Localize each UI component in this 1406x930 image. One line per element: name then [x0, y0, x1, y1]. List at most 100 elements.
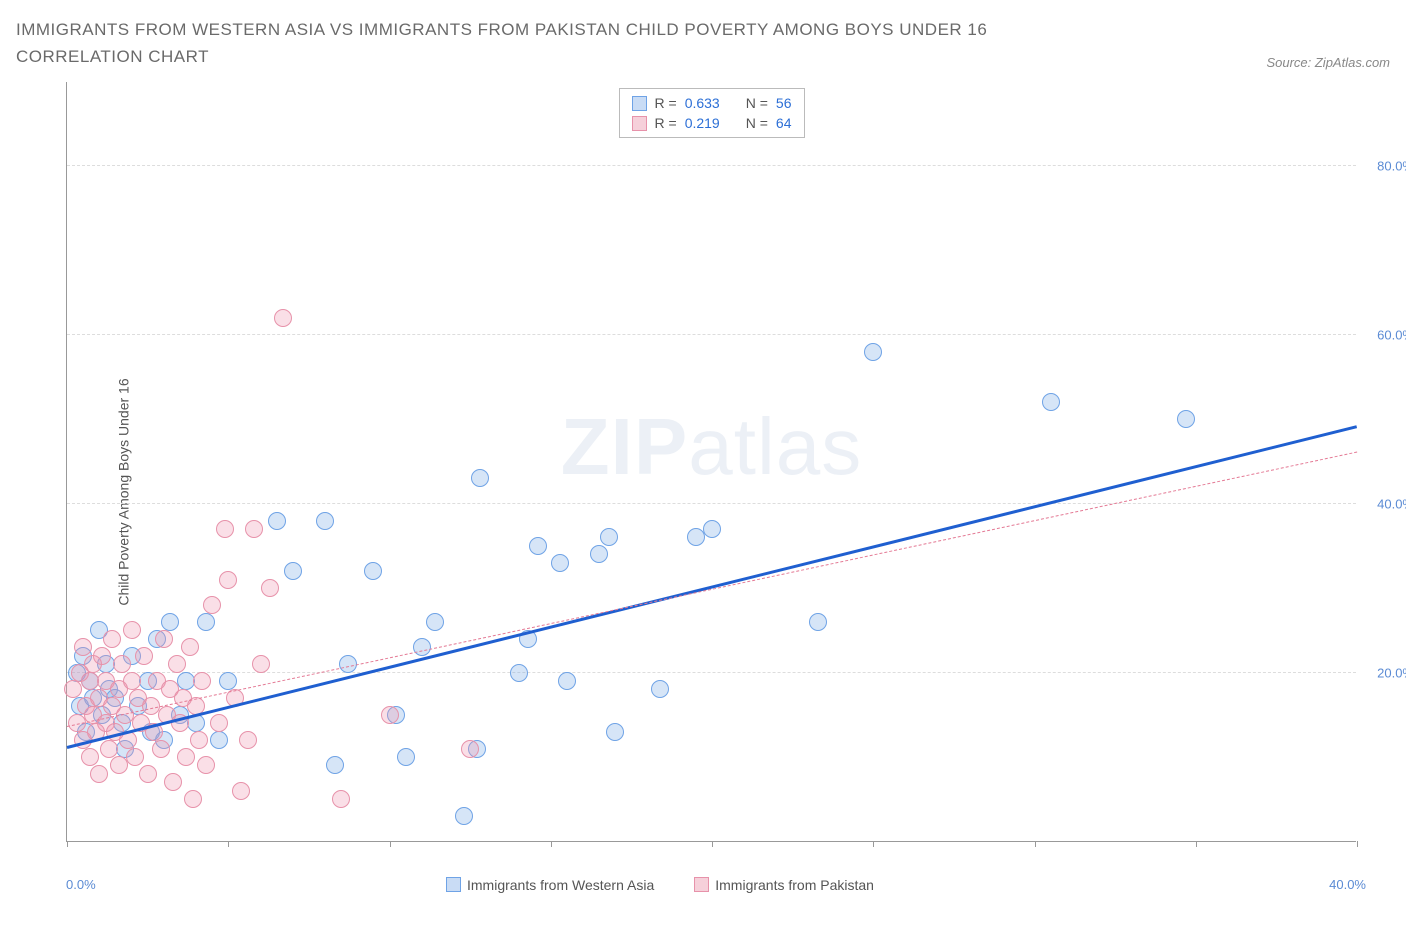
data-point [219, 672, 237, 690]
data-point [381, 706, 399, 724]
data-point [1042, 393, 1060, 411]
data-point [239, 731, 257, 749]
legend-label: Immigrants from Western Asia [467, 877, 654, 893]
data-point [210, 731, 228, 749]
data-point [529, 537, 547, 555]
x-tick [1357, 841, 1358, 847]
r-value: 0.219 [685, 115, 720, 131]
data-point [219, 571, 237, 589]
n-label: N = [746, 115, 768, 131]
data-point [510, 664, 528, 682]
data-point [123, 621, 141, 639]
legend-label: Immigrants from Pakistan [715, 877, 874, 893]
n-value: 64 [776, 115, 792, 131]
data-point [90, 765, 108, 783]
chart-container: Child Poverty Among Boys Under 16 ZIPatl… [16, 82, 1390, 902]
data-point [110, 756, 128, 774]
data-point [252, 655, 270, 673]
x-tick [67, 841, 68, 847]
data-point [197, 613, 215, 631]
data-point [139, 765, 157, 783]
data-point [113, 655, 131, 673]
r-value: 0.633 [685, 95, 720, 111]
data-point [590, 545, 608, 563]
data-point [210, 714, 228, 732]
data-point [168, 655, 186, 673]
data-point [81, 748, 99, 766]
data-point [155, 630, 173, 648]
x-tick [1035, 841, 1036, 847]
x-tick [390, 841, 391, 847]
chart-title: IMMIGRANTS FROM WESTERN ASIA VS IMMIGRAN… [16, 16, 1116, 70]
data-point [687, 528, 705, 546]
data-point [426, 613, 444, 631]
series-legend: Immigrants from Western Asia Immigrants … [446, 877, 874, 893]
legend-swatch-icon [446, 877, 461, 892]
gridline [67, 165, 1356, 166]
r-label: R = [655, 95, 677, 111]
plot-area: ZIPatlas R = 0.633 N = 56 R = 0.219 N = … [66, 82, 1356, 842]
legend-swatch-icon [632, 96, 647, 111]
correlation-legend-row: R = 0.219 N = 64 [632, 113, 792, 133]
y-tick-label: 80.0% [1377, 158, 1406, 173]
y-tick-label: 60.0% [1377, 327, 1406, 342]
x-axis-min-label: 0.0% [66, 877, 96, 892]
data-point [703, 520, 721, 538]
x-tick [873, 841, 874, 847]
x-tick [712, 841, 713, 847]
data-point [203, 596, 221, 614]
data-point [197, 756, 215, 774]
data-point [461, 740, 479, 758]
data-point [316, 512, 334, 530]
data-point [551, 554, 569, 572]
data-point [471, 469, 489, 487]
data-point [135, 647, 153, 665]
data-point [245, 520, 263, 538]
watermark-thin: atlas [688, 402, 862, 491]
data-point [126, 748, 144, 766]
data-point [232, 782, 250, 800]
legend-item: Immigrants from Pakistan [694, 877, 874, 893]
x-tick [1196, 841, 1197, 847]
data-point [413, 638, 431, 656]
data-point [600, 528, 618, 546]
data-point [268, 512, 286, 530]
data-point [332, 790, 350, 808]
legend-swatch-icon [632, 116, 647, 131]
data-point [326, 756, 344, 774]
data-point [455, 807, 473, 825]
data-point [64, 680, 82, 698]
correlation-legend-row: R = 0.633 N = 56 [632, 93, 792, 113]
watermark: ZIPatlas [561, 401, 862, 493]
x-tick [228, 841, 229, 847]
data-point [606, 723, 624, 741]
data-point [284, 562, 302, 580]
data-point [397, 748, 415, 766]
data-point [103, 630, 121, 648]
data-point [809, 613, 827, 631]
data-point [177, 748, 195, 766]
data-point [1177, 410, 1195, 428]
data-point [181, 638, 199, 656]
source-label: Source: ZipAtlas.com [1266, 55, 1390, 70]
x-axis: 0.0% Immigrants from Western Asia Immigr… [66, 877, 1356, 892]
n-value: 56 [776, 95, 792, 111]
data-point [190, 731, 208, 749]
data-point [184, 790, 202, 808]
data-point [100, 740, 118, 758]
data-point [261, 579, 279, 597]
watermark-bold: ZIP [561, 402, 688, 491]
gridline [67, 334, 1356, 335]
data-point [558, 672, 576, 690]
x-axis-max-label: 40.0% [1329, 877, 1366, 892]
legend-item: Immigrants from Western Asia [446, 877, 654, 893]
data-point [164, 773, 182, 791]
data-point [193, 672, 211, 690]
data-point [216, 520, 234, 538]
data-point [364, 562, 382, 580]
legend-swatch-icon [694, 877, 709, 892]
correlation-legend: R = 0.633 N = 56 R = 0.219 N = 64 [619, 88, 805, 138]
data-point [152, 740, 170, 758]
data-point [161, 613, 179, 631]
data-point [74, 638, 92, 656]
